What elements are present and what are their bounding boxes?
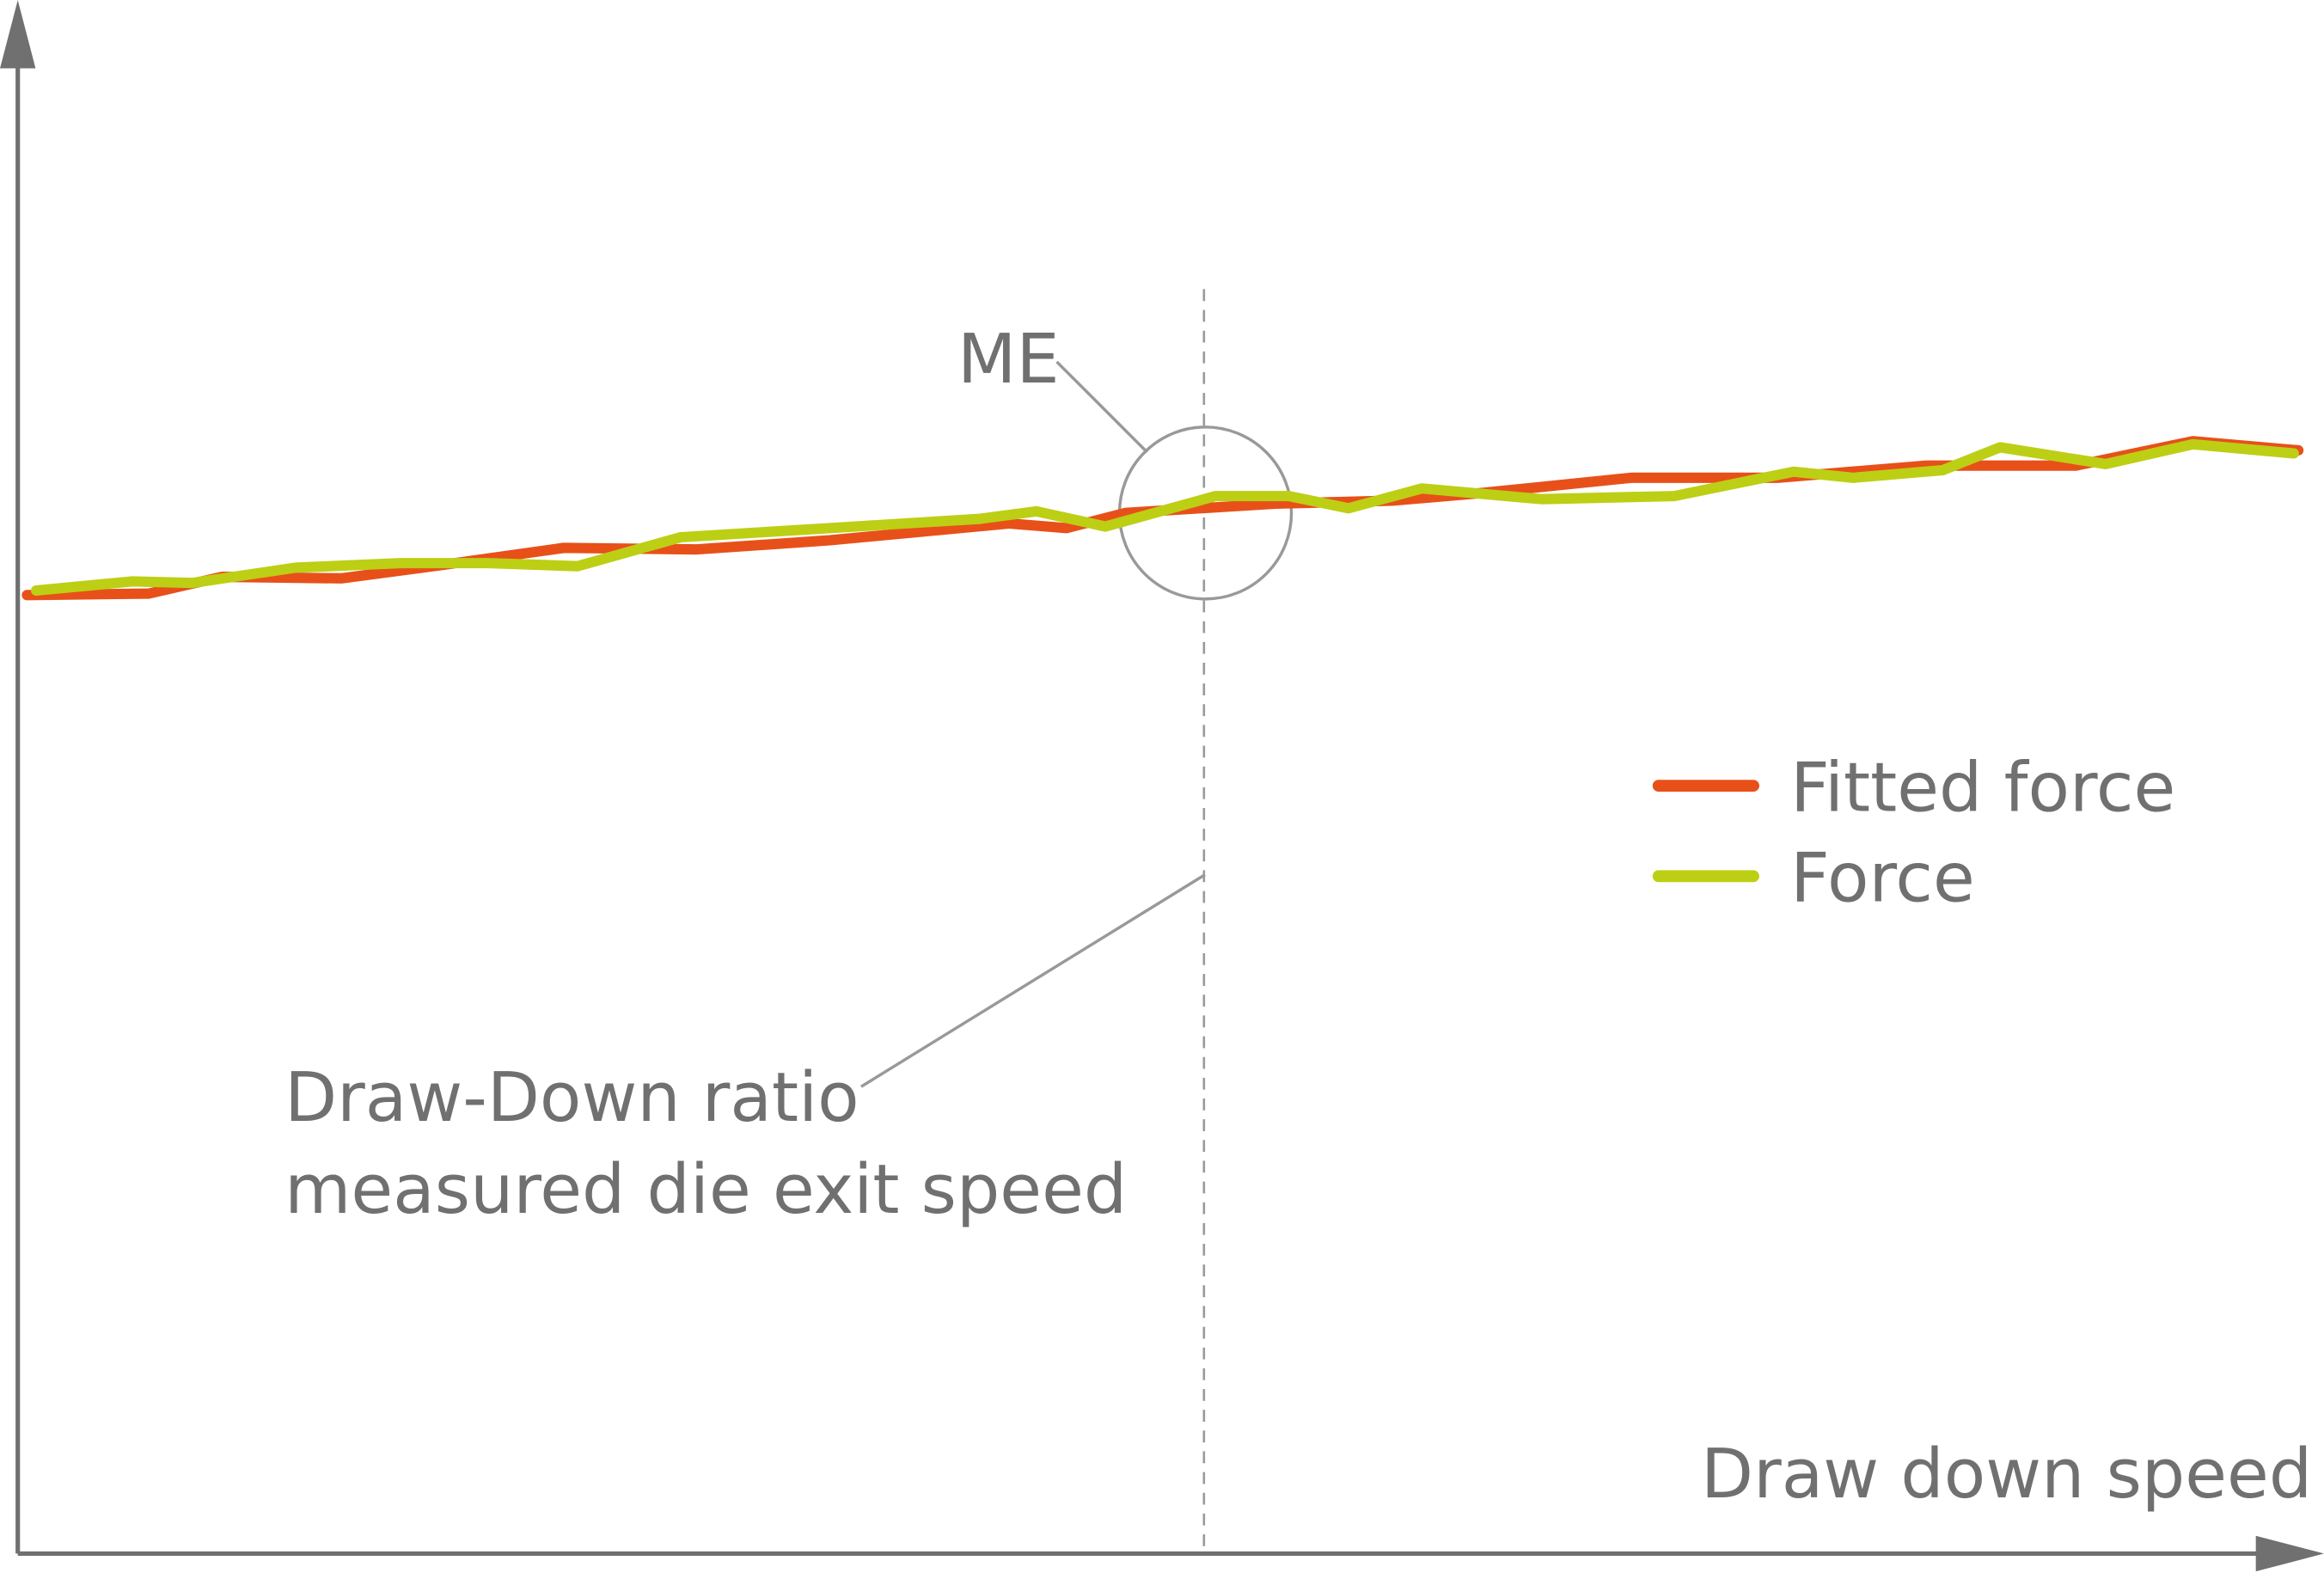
annotation: measured die exit speed bbox=[284, 1149, 1127, 1229]
leader-line bbox=[860, 873, 1206, 1088]
annotation: Draw-Down ratio bbox=[284, 1057, 859, 1137]
annotation: ME bbox=[957, 319, 1060, 399]
series-line bbox=[31, 438, 2299, 597]
leader-line bbox=[1055, 360, 1148, 454]
y-axis-arrow bbox=[0, 0, 36, 69]
legend-label: Force bbox=[1790, 838, 1975, 918]
x-axis-arrow bbox=[2255, 1535, 2324, 1572]
x-axis-label: Draw down speed bbox=[1701, 1434, 2312, 1514]
legend-label: Fitted force bbox=[1790, 747, 2175, 827]
